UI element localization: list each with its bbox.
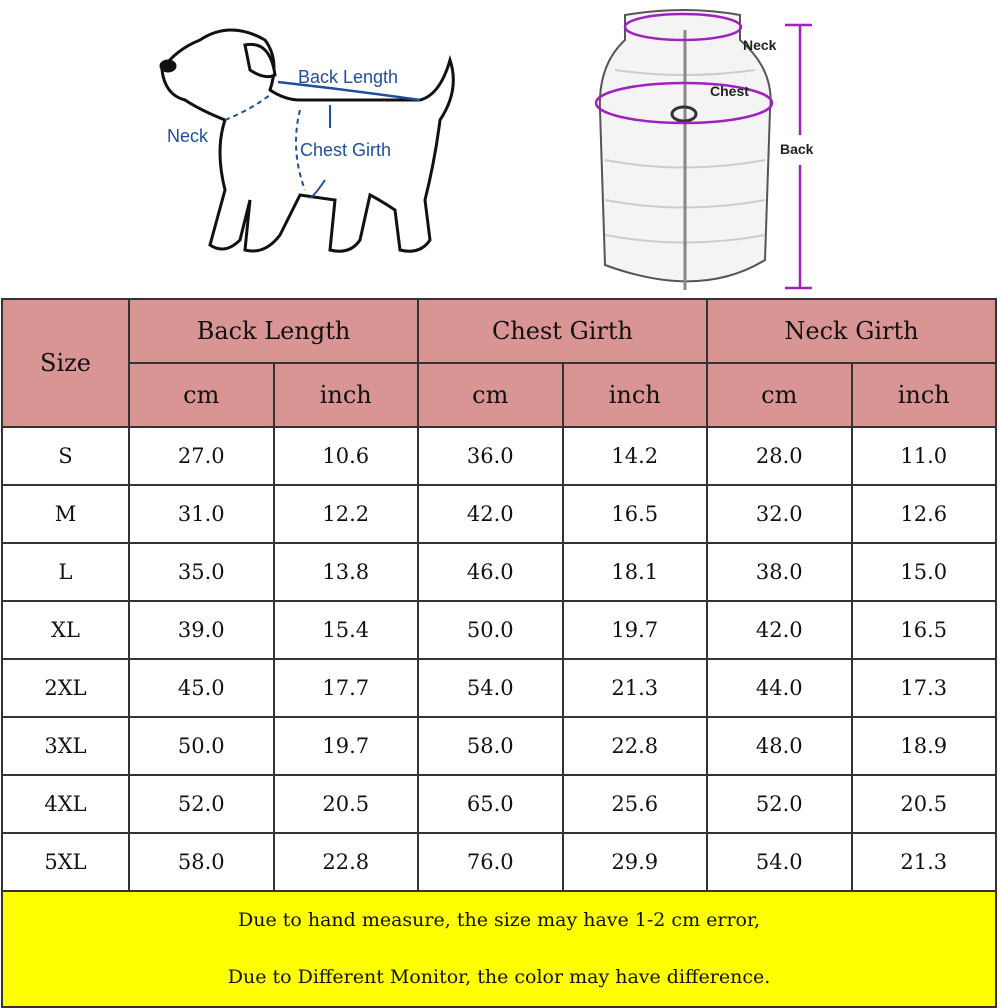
measurement-cell: 16.5 [850, 600, 997, 660]
table-row: L 35.0 13.8 46.0 18.1 38.0 15.0 [1, 542, 997, 602]
unit-header: inch [272, 362, 419, 428]
measurement-cell: 14.2 [561, 426, 708, 486]
group-header-neck-girth: Neck Girth [706, 298, 997, 364]
note-color: Due to Different Monitor, the color may … [227, 966, 771, 988]
measurement-cell: 46.0 [417, 542, 564, 602]
group-header-back-length: Back Length [128, 298, 419, 364]
table-row: M 31.0 12.2 42.0 16.5 32.0 12.6 [1, 484, 997, 544]
vest-label-back: Back [780, 141, 814, 157]
group-header-chest-girth: Chest Girth [417, 298, 708, 364]
measurement-cell: 20.5 [850, 774, 997, 834]
measurement-cell: 13.8 [272, 542, 419, 602]
measurement-cell: 15.0 [850, 542, 997, 602]
measurement-cell: 15.4 [272, 600, 419, 660]
dog-label-back-length: Back Length [298, 67, 398, 87]
measurement-cell: 22.8 [561, 716, 708, 776]
unit-header: cm [706, 362, 853, 428]
measurement-cell: 31.0 [128, 484, 275, 544]
measurement-cell: 21.3 [561, 658, 708, 718]
measurement-cell: 76.0 [417, 832, 564, 892]
table-row: 4XL 52.0 20.5 65.0 25.6 52.0 20.5 [1, 774, 997, 834]
dog-label-neck: Neck [167, 126, 209, 146]
measurement-cell: 28.0 [706, 426, 853, 486]
measurement-cell: 17.3 [850, 658, 997, 718]
measurement-cell: 20.5 [272, 774, 419, 834]
size-cell: 3XL [1, 716, 130, 776]
table-row: 2XL 45.0 17.7 54.0 21.3 44.0 17.3 [1, 658, 997, 718]
measurement-cell: 52.0 [128, 774, 275, 834]
measurement-cell: 39.0 [128, 600, 275, 660]
measurement-cell: 42.0 [706, 600, 853, 660]
size-cell: 5XL [1, 832, 130, 892]
measurement-cell: 22.8 [272, 832, 419, 892]
measurement-cell: 42.0 [417, 484, 564, 544]
size-cell: M [1, 484, 130, 544]
table-row: S 27.0 10.6 36.0 14.2 28.0 11.0 [1, 426, 997, 486]
size-cell: S [1, 426, 130, 486]
measurement-cell: 16.5 [561, 484, 708, 544]
measurement-cell: 17.7 [272, 658, 419, 718]
measurement-cell: 48.0 [706, 716, 853, 776]
measurement-cell: 54.0 [706, 832, 853, 892]
measurement-cell: 50.0 [417, 600, 564, 660]
unit-header: cm [128, 362, 275, 428]
measurement-cell: 12.6 [850, 484, 997, 544]
disclaimer-note: Due to hand measure, the size may have 1… [1, 890, 997, 1008]
table-row: XL 39.0 15.4 50.0 19.7 42.0 16.5 [1, 600, 997, 660]
size-cell: 4XL [1, 774, 130, 834]
note-measure: Due to hand measure, the size may have 1… [237, 909, 761, 931]
measurement-cell: 27.0 [128, 426, 275, 486]
measurement-cell: 32.0 [706, 484, 853, 544]
measurement-cell: 35.0 [128, 542, 275, 602]
measurement-cell: 29.9 [561, 832, 708, 892]
measurement-cell: 10.6 [272, 426, 419, 486]
measurement-cell: 18.9 [850, 716, 997, 776]
measurement-cell: 36.0 [417, 426, 564, 486]
measurement-cell: 58.0 [128, 832, 275, 892]
unit-header: inch [561, 362, 708, 428]
measurement-cell: 21.3 [850, 832, 997, 892]
measurement-cell: 50.0 [128, 716, 275, 776]
unit-header: inch [850, 362, 997, 428]
measurement-cell: 19.7 [272, 716, 419, 776]
measurement-cell: 58.0 [417, 716, 564, 776]
measurement-cell: 19.7 [561, 600, 708, 660]
measurement-cell: 65.0 [417, 774, 564, 834]
vest-label-chest: Chest [710, 83, 749, 99]
unit-header: cm [417, 362, 564, 428]
measurement-cell: 38.0 [706, 542, 853, 602]
measurement-cell: 11.0 [850, 426, 997, 486]
dog-illustration [159, 28, 455, 253]
measurement-cell: 45.0 [128, 658, 275, 718]
size-cell: XL [1, 600, 130, 660]
size-header: Size [1, 298, 130, 428]
measurement-cell: 52.0 [706, 774, 853, 834]
table-row: 3XL 50.0 19.7 58.0 22.8 48.0 18.9 [1, 716, 997, 776]
measurement-cell: 44.0 [706, 658, 853, 718]
measurement-cell: 18.1 [561, 542, 708, 602]
size-table: Size Back Length Chest Girth Neck Girth … [1, 298, 997, 1008]
measurement-cell: 54.0 [417, 658, 564, 718]
illustrations: Back Length Neck Chest Girth Neck Chest … [159, 9, 825, 290]
dog-label-chest-girth: Chest Girth [300, 140, 391, 160]
table-row: 5XL 58.0 22.8 76.0 29.9 54.0 21.3 [1, 832, 997, 892]
size-cell: L [1, 542, 130, 602]
measurement-cell: 25.6 [561, 774, 708, 834]
vest-label-neck: Neck [743, 37, 777, 53]
size-cell: 2XL [1, 658, 130, 718]
measurement-cell: 12.2 [272, 484, 419, 544]
